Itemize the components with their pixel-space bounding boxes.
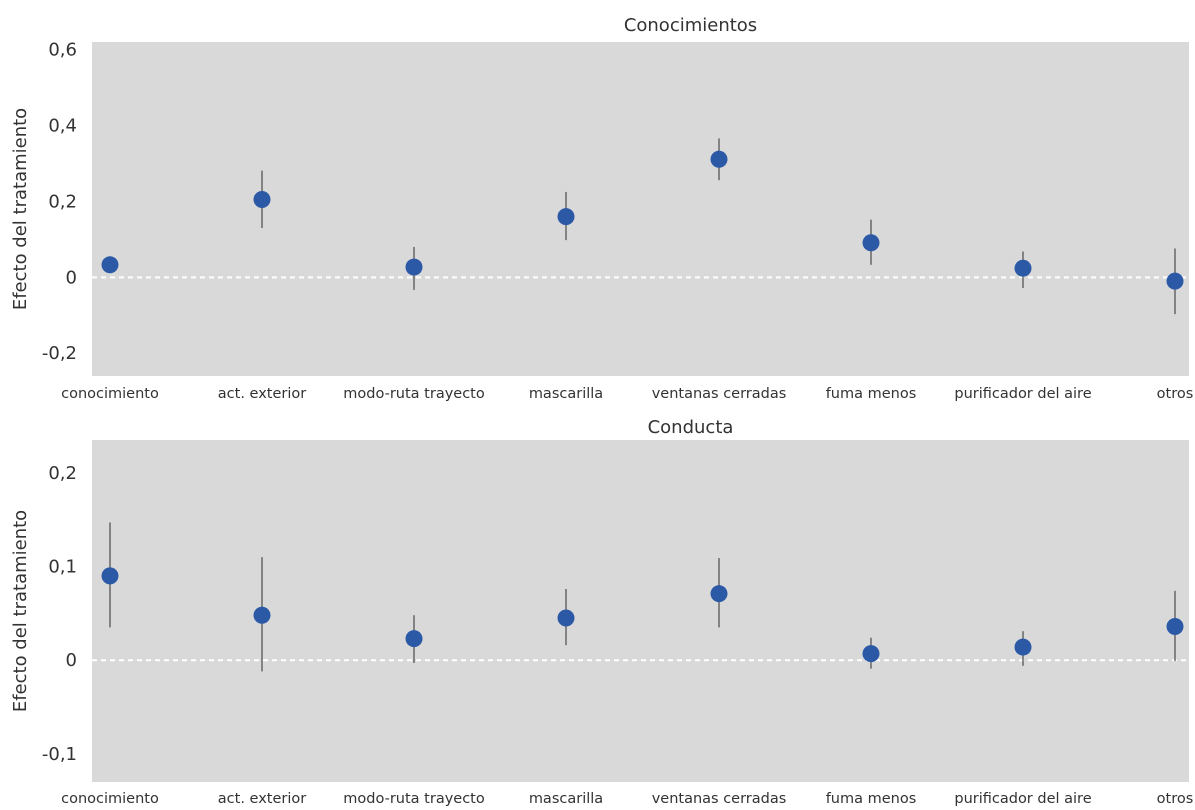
x-category-label: mascarilla (529, 791, 603, 806)
x-category-label: conocimiento (61, 386, 159, 402)
x-category-label: ventanas cerradas (652, 386, 787, 402)
x-category-label: otros (1157, 386, 1194, 402)
x-category-label: fuma menos (826, 386, 917, 402)
x-category-label: conocimiento (61, 791, 159, 806)
x-category-label: purificador del aire (954, 386, 1091, 402)
chart-panel-2: Conducta Efecto del tratamiento -0,1 0 0,1 0,… (10, 417, 1194, 807)
y-tick-label: 0 (66, 267, 77, 288)
chart-title: Conducta (648, 417, 734, 438)
data-point (253, 606, 271, 624)
data-point (862, 234, 880, 252)
y-tick-label: -0,1 (42, 744, 77, 765)
y-tick-label: 0,4 (48, 116, 77, 137)
data-point (1166, 272, 1184, 290)
data-point (1166, 617, 1184, 635)
data-point (101, 567, 119, 585)
data-point (1014, 638, 1032, 656)
x-category-label: modo-ruta trayecto (343, 791, 485, 806)
x-category-label: mascarilla (529, 386, 603, 402)
data-point (557, 208, 575, 226)
x-category-label: otros (1157, 791, 1194, 806)
x-category-label: ventanas cerradas (652, 791, 787, 806)
data-point (710, 150, 728, 168)
y-tick-label: 0,1 (48, 556, 77, 577)
data-point (405, 630, 423, 648)
data-point (101, 256, 119, 274)
x-category-label: act. exterior (218, 791, 306, 806)
data-point (862, 645, 880, 663)
chart-panel-1: Conocimientos Efecto del tratamiento -0,2 0… (10, 15, 1193, 402)
data-point (710, 585, 728, 603)
y-tick-label: 0,6 (48, 40, 77, 61)
y-axis-label: Efecto del tratamiento (10, 108, 31, 310)
y-axis-label: Efecto del tratamiento (10, 510, 31, 712)
x-category-label: modo-ruta trayecto (343, 386, 485, 402)
y-tick-label: 0 (66, 650, 77, 671)
data-point (557, 609, 575, 627)
x-category-label: fuma menos (826, 791, 917, 806)
plot-background (92, 440, 1189, 782)
x-category-label: purificador del aire (954, 791, 1091, 806)
data-point (253, 191, 271, 209)
y-tick-label: 0,2 (48, 191, 77, 212)
data-point (1014, 259, 1032, 277)
plot-background (92, 42, 1189, 376)
data-point (405, 258, 423, 276)
x-category-label: act. exterior (218, 386, 306, 402)
chart-title: Conocimientos (624, 15, 757, 36)
y-tick-label: -0,2 (42, 343, 77, 364)
y-tick-label: 0,2 (48, 463, 77, 484)
